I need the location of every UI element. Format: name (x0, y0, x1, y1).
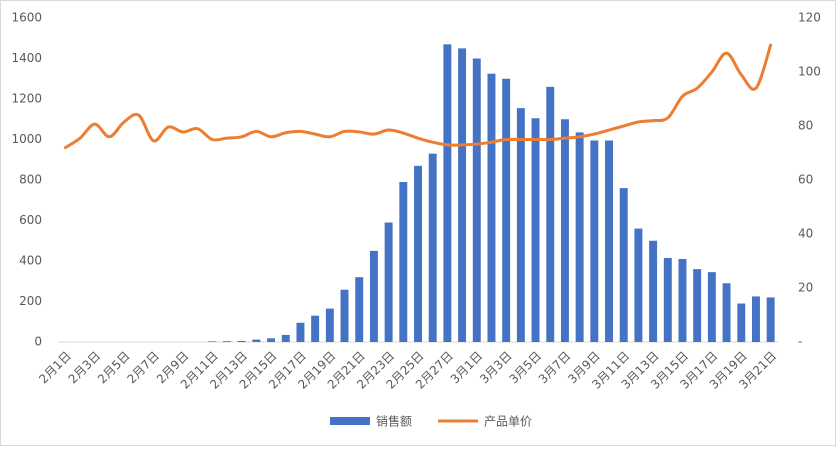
bar (281, 334, 290, 342)
y-tick-label: 1200 (11, 92, 42, 106)
bar (384, 222, 393, 342)
y2-tick-label: 80 (798, 119, 813, 133)
bar (369, 250, 378, 342)
bar (428, 153, 437, 342)
y-tick-label: 800 (19, 173, 42, 187)
bar (737, 303, 746, 342)
bar (487, 73, 496, 342)
bar (722, 283, 731, 342)
bar (340, 289, 349, 342)
bar (472, 58, 481, 342)
bar (707, 272, 716, 342)
bar (766, 297, 775, 342)
bar (208, 341, 217, 342)
y-tick-label: 1400 (11, 51, 42, 65)
y2-tick-label: 40 (798, 227, 813, 241)
y2-tick-label: 120 (798, 11, 821, 25)
bar (560, 119, 569, 342)
bar (531, 118, 540, 342)
bar (325, 308, 334, 342)
bar (355, 277, 364, 342)
y-tick-label: 200 (19, 294, 42, 308)
bar (605, 140, 613, 342)
y2-tick-label: 60 (798, 173, 813, 187)
bar (649, 240, 658, 342)
bar (634, 228, 643, 342)
bar (223, 341, 231, 342)
bar (516, 108, 525, 342)
bar (575, 132, 584, 342)
bar (546, 86, 555, 342)
bar (590, 140, 599, 342)
bar (267, 338, 276, 342)
y-tick-label: 1000 (11, 132, 42, 146)
bar (458, 48, 467, 342)
y2-tick-label: 20 (798, 281, 813, 295)
bar (311, 315, 320, 342)
y-tick-label: 1600 (11, 11, 42, 25)
bar (296, 322, 305, 342)
y-tick-label: 600 (19, 213, 42, 227)
bar (443, 44, 452, 342)
line (63, 43, 773, 150)
bar (252, 339, 261, 342)
y2-tick-label: 100 (798, 65, 821, 79)
bar (663, 257, 672, 342)
y2-tick-label: - (798, 335, 802, 349)
bar (751, 296, 760, 342)
bar (678, 258, 687, 342)
bar (502, 78, 511, 342)
bar (619, 188, 628, 342)
legend-label: 产品单价 (484, 415, 532, 429)
bar (399, 182, 408, 342)
bar (237, 340, 246, 342)
y-tick-label: 400 (19, 254, 42, 268)
y-tick-label: 0 (34, 335, 42, 349)
legend-swatch (330, 417, 370, 425)
bar (693, 269, 702, 342)
legend-label: 销售额 (376, 414, 412, 429)
bar (414, 165, 422, 342)
